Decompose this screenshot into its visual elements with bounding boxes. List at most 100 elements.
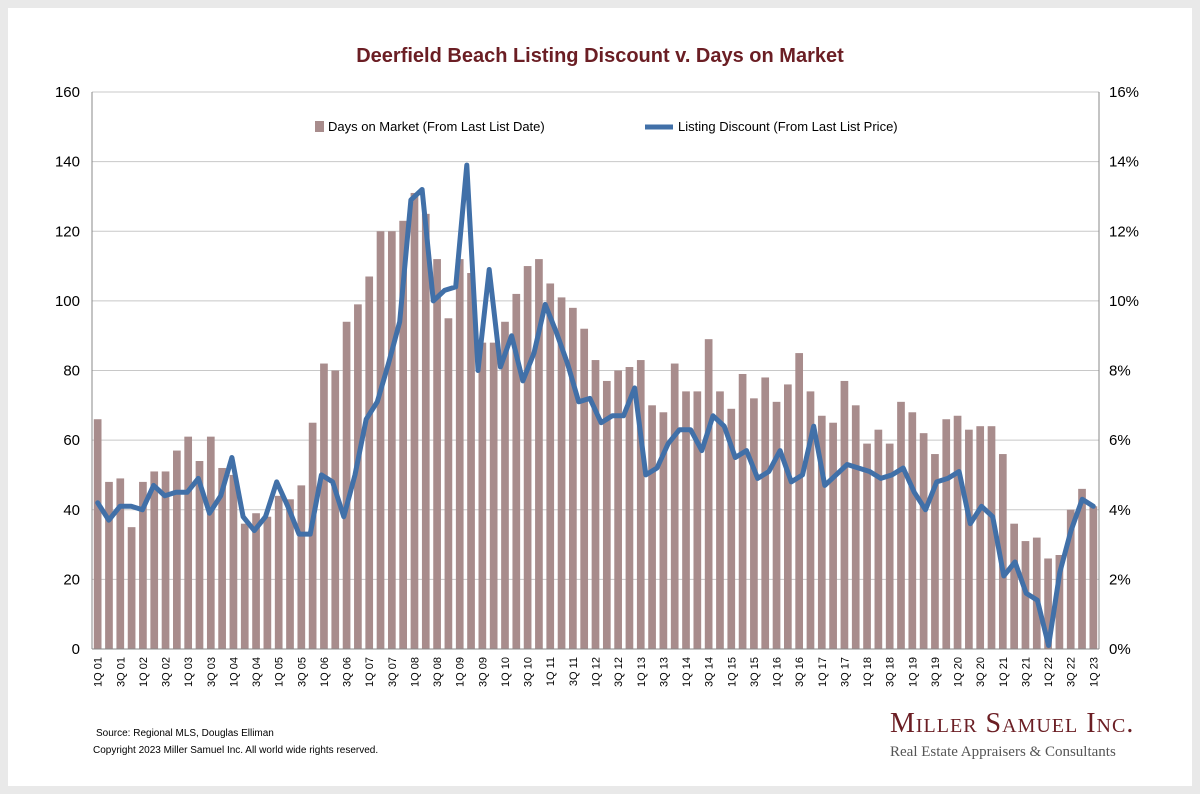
bar-series bbox=[93, 192, 1098, 650]
x-tick-label: 1Q 04 bbox=[228, 657, 240, 687]
x-tick-label: 3Q 16 bbox=[794, 657, 806, 687]
bar bbox=[1055, 555, 1064, 649]
x-tick-label: 1Q 08 bbox=[409, 657, 421, 687]
x-tick-label: 3Q 21 bbox=[1020, 657, 1032, 687]
bar bbox=[1066, 509, 1075, 649]
bar bbox=[218, 467, 226, 649]
y-right-tick-label: 8% bbox=[1109, 363, 1131, 380]
y-right-tick-label: 10% bbox=[1109, 293, 1139, 310]
x-tick-label: 1Q 12 bbox=[591, 657, 603, 687]
bar bbox=[150, 471, 159, 649]
y-left-tick-label: 0 bbox=[72, 641, 80, 658]
bar bbox=[863, 443, 871, 649]
x-tick-label: 1Q 07 bbox=[364, 657, 376, 687]
chart-title: Deerfield Beach Listing Discount v. Days… bbox=[356, 45, 844, 67]
x-tick-label: 3Q 15 bbox=[749, 657, 761, 687]
x-tick-label: 1Q 20 bbox=[953, 657, 965, 687]
bar bbox=[998, 454, 1007, 649]
bar bbox=[240, 523, 249, 649]
bar bbox=[772, 401, 781, 649]
x-tick-label: 1Q 18 bbox=[862, 657, 874, 687]
chart-frame bbox=[8, 8, 1192, 786]
x-tick-label: 3Q 07 bbox=[387, 657, 399, 687]
bar bbox=[965, 429, 973, 649]
bar bbox=[976, 426, 985, 649]
bar bbox=[523, 266, 532, 649]
x-tick-label: 1Q 11 bbox=[545, 657, 557, 686]
bar bbox=[1032, 537, 1041, 649]
y-right-tick-label: 12% bbox=[1109, 223, 1139, 240]
x-tick-label: 1Q 16 bbox=[772, 657, 784, 687]
x-tick-label: 1Q 05 bbox=[274, 657, 286, 687]
bar bbox=[919, 433, 928, 649]
bar bbox=[614, 370, 622, 649]
bar bbox=[535, 259, 543, 649]
y-left-tick-label: 120 bbox=[55, 223, 80, 240]
bar bbox=[1010, 523, 1018, 649]
bar bbox=[376, 231, 385, 649]
x-tick-label: 1Q 22 bbox=[1043, 657, 1055, 687]
bar bbox=[716, 391, 724, 649]
bar bbox=[467, 273, 475, 649]
axes: 0 20 40 60 80 100 120 140 160 0% 2% 4% 6% 8% 10% 12% 14%… bbox=[55, 84, 1139, 687]
bar bbox=[320, 363, 328, 649]
bar bbox=[817, 415, 826, 649]
bar bbox=[308, 422, 317, 649]
y-right-tick-label: 2% bbox=[1109, 571, 1131, 588]
x-tick-label: 1Q 15 bbox=[726, 657, 738, 687]
x-tick-label: 1Q 09 bbox=[455, 657, 467, 687]
bar bbox=[512, 293, 521, 649]
legend-label-line: Listing Discount (From Last List Price) bbox=[678, 119, 898, 134]
bar bbox=[161, 471, 170, 649]
x-tick-label: 3Q 04 bbox=[251, 657, 263, 687]
legend: Days on Market (From Last List Date) List… bbox=[315, 119, 898, 134]
x-tick-label: 1Q 19 bbox=[907, 657, 919, 687]
bar bbox=[953, 415, 962, 649]
bar bbox=[489, 342, 498, 649]
bar bbox=[444, 318, 453, 649]
x-tick-label: 1Q 21 bbox=[998, 657, 1010, 687]
x-tick-label: 1Q 23 bbox=[1088, 657, 1100, 687]
y-left-tick-label: 60 bbox=[63, 432, 80, 449]
bar bbox=[840, 380, 849, 649]
bar bbox=[195, 461, 204, 649]
x-tick-label: 3Q 02 bbox=[161, 657, 173, 687]
x-tick-label: 3Q 08 bbox=[432, 657, 444, 687]
x-tick-label: 3Q 18 bbox=[885, 657, 897, 687]
bar bbox=[885, 443, 894, 649]
x-tick-label: 3Q 01 bbox=[115, 657, 127, 687]
x-tick-label: 1Q 03 bbox=[183, 657, 195, 687]
bar bbox=[1078, 488, 1086, 649]
x-tick-label: 1Q 13 bbox=[636, 657, 648, 687]
x-tick-label: 1Q 01 bbox=[93, 657, 105, 687]
bar bbox=[127, 527, 136, 649]
bar bbox=[750, 398, 758, 649]
x-tick-label: 3Q 03 bbox=[206, 657, 218, 687]
y-right-tick-label: 6% bbox=[1109, 432, 1131, 449]
bar bbox=[1089, 506, 1098, 649]
x-tick-label: 3Q 10 bbox=[523, 657, 535, 687]
source-note: Source: Regional MLS, Douglas Elliman bbox=[96, 728, 274, 739]
x-tick-label: 1Q 14 bbox=[681, 657, 693, 687]
bar bbox=[184, 436, 193, 649]
bar bbox=[478, 342, 487, 649]
x-tick-label: 1Q 06 bbox=[319, 657, 331, 687]
bar bbox=[93, 419, 102, 649]
x-tick-label: 3Q 17 bbox=[839, 657, 851, 687]
bar bbox=[557, 297, 566, 649]
bar bbox=[580, 328, 589, 649]
bar bbox=[829, 422, 837, 649]
bar bbox=[354, 304, 362, 649]
bar bbox=[738, 373, 747, 649]
y-left-tick-label: 100 bbox=[55, 293, 80, 310]
bar bbox=[501, 321, 509, 649]
bar bbox=[297, 485, 306, 649]
bar bbox=[387, 231, 396, 649]
bar bbox=[546, 283, 555, 649]
bar bbox=[636, 360, 645, 649]
y-left-tick-label: 160 bbox=[55, 84, 80, 101]
y-left-tick-label: 40 bbox=[63, 502, 80, 519]
bar bbox=[252, 513, 260, 649]
bar bbox=[591, 360, 600, 649]
x-tick-label: 3Q 22 bbox=[1066, 657, 1078, 687]
